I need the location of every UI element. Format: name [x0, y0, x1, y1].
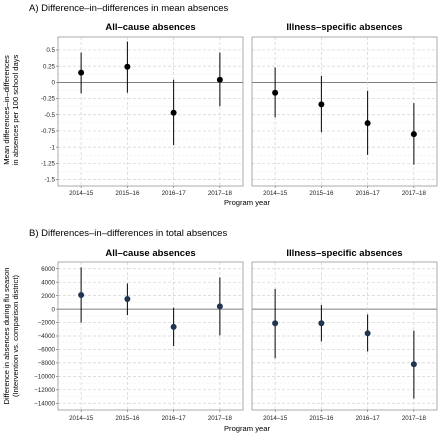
facet-all-cause: All–cause absences 2014–15 2015–16 2016–17 2… [57, 22, 244, 197]
y-axis-title: Mean differences–in–differencesin absenc… [2, 54, 20, 165]
point-estimate [216, 303, 223, 310]
point-estimate [272, 320, 279, 327]
point-estimate [124, 296, 131, 302]
x-tick-label: 2016–17 [162, 415, 187, 422]
y-tick-label: -0.75 [41, 128, 56, 135]
y-tick-label: 0 [52, 306, 56, 313]
facet-illness-specific: Illness–specific absences 2014–15 2015–16 2… [251, 248, 438, 422]
y-tick-label: 2000 [41, 293, 55, 300]
y-tick-label: -1.25 [41, 161, 56, 168]
chart-title: A) Difference–in–differences in mean abs… [29, 3, 229, 14]
point-estimate [410, 131, 417, 138]
y-tick-label: −10000 [34, 374, 55, 381]
y-axis-title: Difference in absences during flu season… [2, 267, 20, 404]
x-tick-label: 2016–17 [162, 190, 187, 197]
x-tick-label: 2015–16 [115, 190, 140, 197]
x-tick-label: 2017–18 [402, 190, 427, 197]
y-tick-label: −2000 [38, 320, 56, 327]
y-tick-label: −8000 [38, 360, 56, 367]
y-axis-title-line: (Intervention vs. comparison district) [11, 275, 20, 397]
panel-frame [251, 261, 438, 411]
y-tick-label: 0.5 [46, 47, 55, 54]
point-estimate [410, 361, 417, 368]
y-tick-label: 0 [52, 80, 56, 87]
point-estimate [170, 323, 177, 330]
chart-b: B) Differences–in–differences in total a… [2, 228, 438, 433]
x-tick-label: 2015–16 [115, 415, 140, 422]
y-tick-label: -1.5 [44, 177, 55, 184]
facet-title: All–cause absences [105, 248, 195, 259]
x-axis-title: Program year [224, 424, 270, 433]
x-axis-title: Program year [224, 198, 270, 207]
point-estimate [364, 330, 371, 337]
panel-frame [57, 36, 244, 187]
x-tick-label: 2014–15 [69, 190, 94, 197]
x-tick-label: 2015–16 [309, 415, 334, 422]
x-tick-label: 2015–16 [309, 190, 334, 197]
x-tick-label: 2014–15 [69, 415, 94, 422]
y-tick-label: −12000 [34, 387, 55, 394]
y-tick-label: 6000 [41, 266, 55, 273]
x-tick-label: 2014–15 [263, 415, 288, 422]
panel-frame [251, 36, 438, 187]
facet-title: All–cause absences [105, 22, 195, 33]
y-tick-label: −6000 [38, 347, 56, 354]
point-estimate [124, 63, 131, 70]
x-tick-label: 2017–18 [208, 190, 233, 197]
chart-a: A) Difference–in–differences in mean abs… [2, 3, 438, 207]
x-tick-label: 2016–17 [356, 415, 381, 422]
y-tick-label: 4000 [41, 279, 55, 286]
point-estimate [78, 69, 85, 76]
chart-title: B) Differences–in–differences in total a… [29, 228, 227, 239]
y-tick-label: -0.25 [41, 96, 56, 103]
point-estimate [364, 120, 371, 127]
y-axis-title-line: in absences per 100 school days [11, 54, 20, 165]
facet-all-cause: All–cause absences 2014–15 2015–16 2016–17 2… [57, 248, 244, 422]
point-estimate [170, 109, 177, 116]
facet-title: Illness–specific absences [286, 248, 402, 259]
point-estimate [216, 76, 223, 83]
x-tick-label: 2016–17 [356, 190, 381, 197]
y-tick-label: 0.25 [43, 63, 56, 70]
point-estimate [272, 89, 279, 96]
point-estimate [78, 291, 85, 298]
facet-title: Illness–specific absences [286, 22, 402, 33]
x-tick-label: 2014–15 [263, 190, 288, 197]
y-tick-label: -1 [49, 144, 55, 151]
x-tick-label: 2017–18 [402, 415, 427, 422]
point-estimate [318, 101, 325, 108]
y-tick-label: −14000 [34, 400, 55, 407]
y-axis-title-line: Difference in absences during flu season [2, 267, 11, 404]
facet-illness-specific: Illness–specific absences 2014–15 2015–16 2… [251, 22, 438, 197]
y-tick-label: -0.5 [44, 112, 55, 119]
y-tick-label: −4000 [38, 333, 56, 340]
y-axis-title-line: Mean differences–in–differences [2, 55, 11, 165]
point-estimate [318, 320, 325, 327]
x-tick-label: 2017–18 [208, 415, 233, 422]
